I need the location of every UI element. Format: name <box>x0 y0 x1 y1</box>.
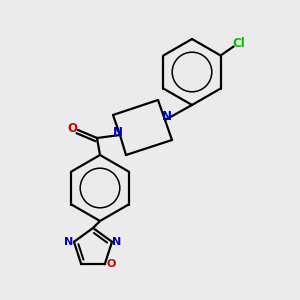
Text: Cl: Cl <box>232 37 245 50</box>
Text: N: N <box>113 125 123 139</box>
Text: O: O <box>106 259 116 269</box>
Text: N: N <box>162 110 172 124</box>
Text: O: O <box>67 122 77 136</box>
Text: N: N <box>64 237 74 247</box>
Text: N: N <box>112 237 122 247</box>
